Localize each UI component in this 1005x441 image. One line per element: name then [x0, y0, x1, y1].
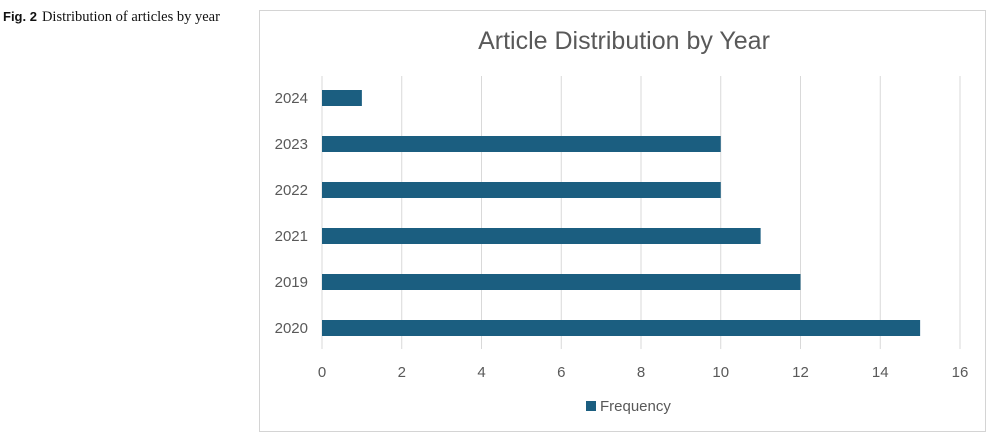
- chart-frame: Article Distribution by Year 2024 2023 202…: [259, 10, 986, 432]
- category-label: 2021: [275, 228, 308, 245]
- legend: Frequency: [586, 398, 671, 415]
- x-tick-label: 2: [398, 364, 406, 381]
- figure-caption-text: Distribution of articles by year: [41, 9, 220, 25]
- x-tick-label: 8: [637, 364, 645, 381]
- category-label: 2020: [275, 320, 308, 337]
- legend-label: Frequency: [600, 398, 671, 415]
- bar-2024: [322, 90, 362, 106]
- x-tick-label: 16: [952, 364, 969, 381]
- grid-lines: [321, 76, 961, 349]
- category-labels: 2024 2023 2022 2021 2019 2020: [275, 90, 308, 337]
- category-label: 2022: [275, 182, 308, 199]
- bar-2020: [322, 320, 921, 336]
- x-tick-label: 0: [318, 364, 326, 381]
- bar-2021: [322, 228, 761, 244]
- bar-2022: [322, 182, 721, 198]
- bars: [322, 90, 921, 336]
- category-label: 2023: [275, 136, 308, 153]
- legend-swatch: [586, 401, 596, 411]
- bar-chart: Article Distribution by Year 20242023202…: [275, 27, 969, 415]
- x-tick-label: 12: [792, 364, 809, 381]
- x-tick-label: 4: [477, 364, 485, 381]
- figure-caption: Fig. 2 Distribution of articles by year: [3, 8, 238, 26]
- x-tick-labels: 0 2 4 6 8 10 12 14 16: [318, 364, 969, 381]
- x-tick-label: 14: [872, 364, 889, 381]
- category-label: 2024: [275, 90, 308, 107]
- category-label: 2019: [275, 274, 308, 291]
- bar-2019: [322, 274, 801, 290]
- x-tick-label: 6: [557, 364, 565, 381]
- x-tick-label: 10: [712, 364, 729, 381]
- figure-label: Fig. 2: [3, 9, 37, 24]
- chart-title: Article Distribution by Year: [478, 27, 770, 55]
- bar-2023: [322, 136, 721, 152]
